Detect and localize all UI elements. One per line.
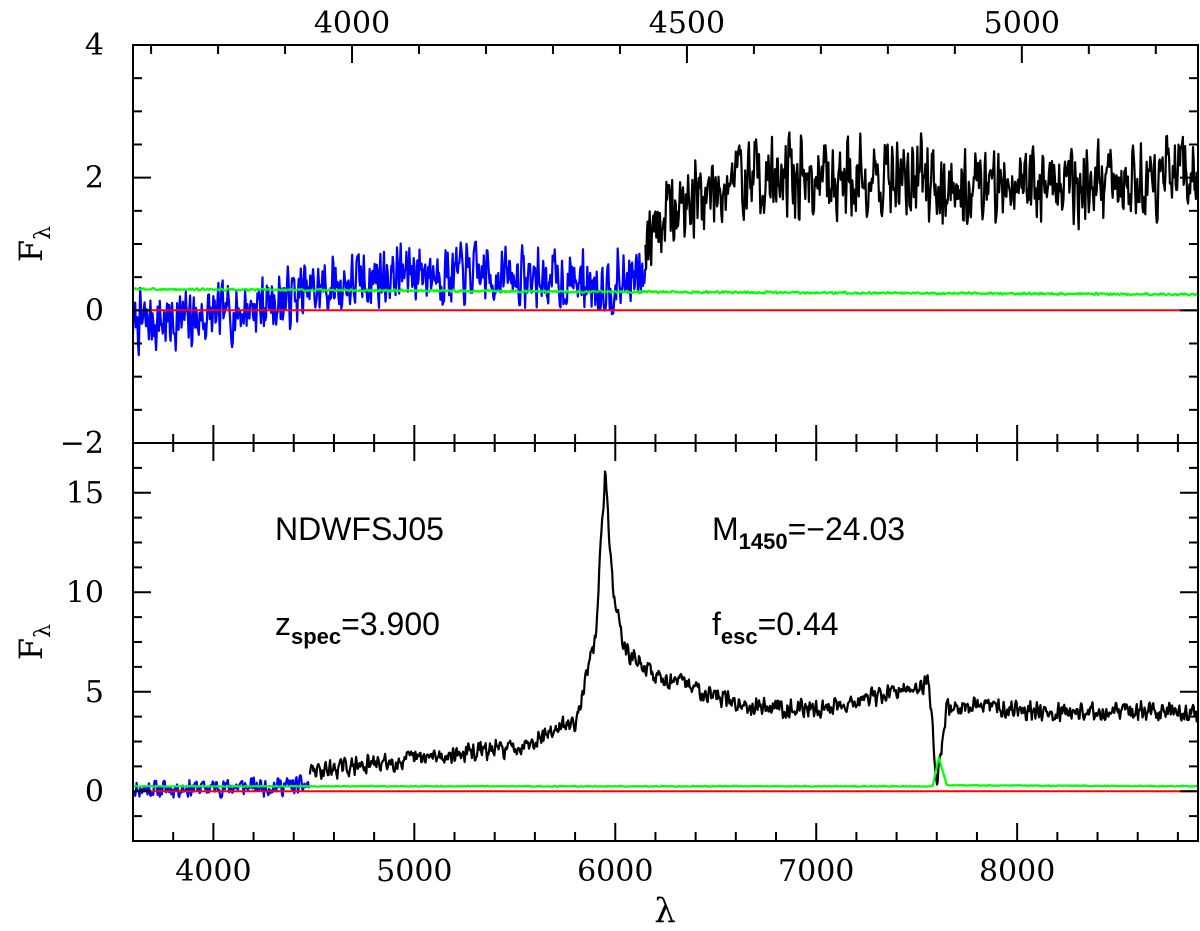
fesc-annotation: fesc=0.44 [712,606,839,649]
bottom-series-group [131,470,1199,799]
ytick-label-bottom: 0 [85,774,104,809]
ytick-label-top: −2 [60,426,104,461]
zspec-main: z [275,606,291,642]
bottom-xlabel: λ [654,891,676,931]
ytick-label-bottom: 10 [66,575,104,610]
zspec-sub: spec [291,624,341,649]
series-blue-line-bottom [131,774,311,799]
xtick-label-top-axis: 5000 [984,6,1060,41]
ytick-label-top: 0 [85,293,104,328]
ytick-label-top: 4 [85,28,104,63]
fesc-main: f [712,606,721,642]
top-ylabel-sub: λ [31,226,56,240]
bottom-ticks-group: 0 5 10 15 4000 5000 6000 7000 8000 [66,442,1198,889]
xtick-label-bottom: 6000 [577,854,653,889]
m1450-main: M [712,511,739,547]
ytick-label-bottom: 15 [66,476,104,511]
top-series-group [131,131,1199,357]
top-ylabel-main: F [12,240,50,262]
top-panel-frame [132,44,1199,444]
m1450-value: =−24.03 [788,511,905,547]
top-ticks-group: −2 0 2 4 4000 4500 5000 [60,6,1198,461]
xtick-label-top-axis: 4500 [649,6,725,41]
xtick-label-bottom: 4000 [175,854,251,889]
bottom-panel: 0 5 10 15 4000 5000 6000 7000 8000 Fλ λ NDWFSJ05… [12,442,1199,931]
bottom-ylabel: Fλ [12,624,56,660]
series-green-line-bottom [132,756,1199,788]
top-ylabel: Fλ [12,226,56,262]
m1450-sub: 1450 [739,529,788,554]
top-panel: −2 0 2 4 4000 4500 5000 Fλ [12,6,1199,461]
series-black-line-top [644,131,1199,271]
series-blue-line-top [131,240,647,357]
series-black-line-bottom [308,470,1199,786]
series-green-line-top [132,287,1199,297]
ytick-label-bottom: 5 [85,675,104,710]
bottom-ylabel-main: F [12,638,50,660]
xtick-label-bottom: 7000 [778,854,854,889]
xtick-label-bottom: 8000 [979,854,1055,889]
zspec-value: =3.900 [341,606,440,642]
bottom-ylabel-sub: λ [31,624,56,638]
fesc-value: =0.44 [758,606,839,642]
zspec-annotation: zspec=3.900 [275,606,440,649]
m1450-annotation: M1450=−24.03 [712,511,905,554]
xtick-label-top-axis: 4000 [314,6,390,41]
object-name-annotation: NDWFSJ05 [275,511,444,547]
xtick-label-bottom: 5000 [376,854,452,889]
ytick-label-top: 2 [85,161,104,196]
fesc-sub: esc [721,624,758,649]
